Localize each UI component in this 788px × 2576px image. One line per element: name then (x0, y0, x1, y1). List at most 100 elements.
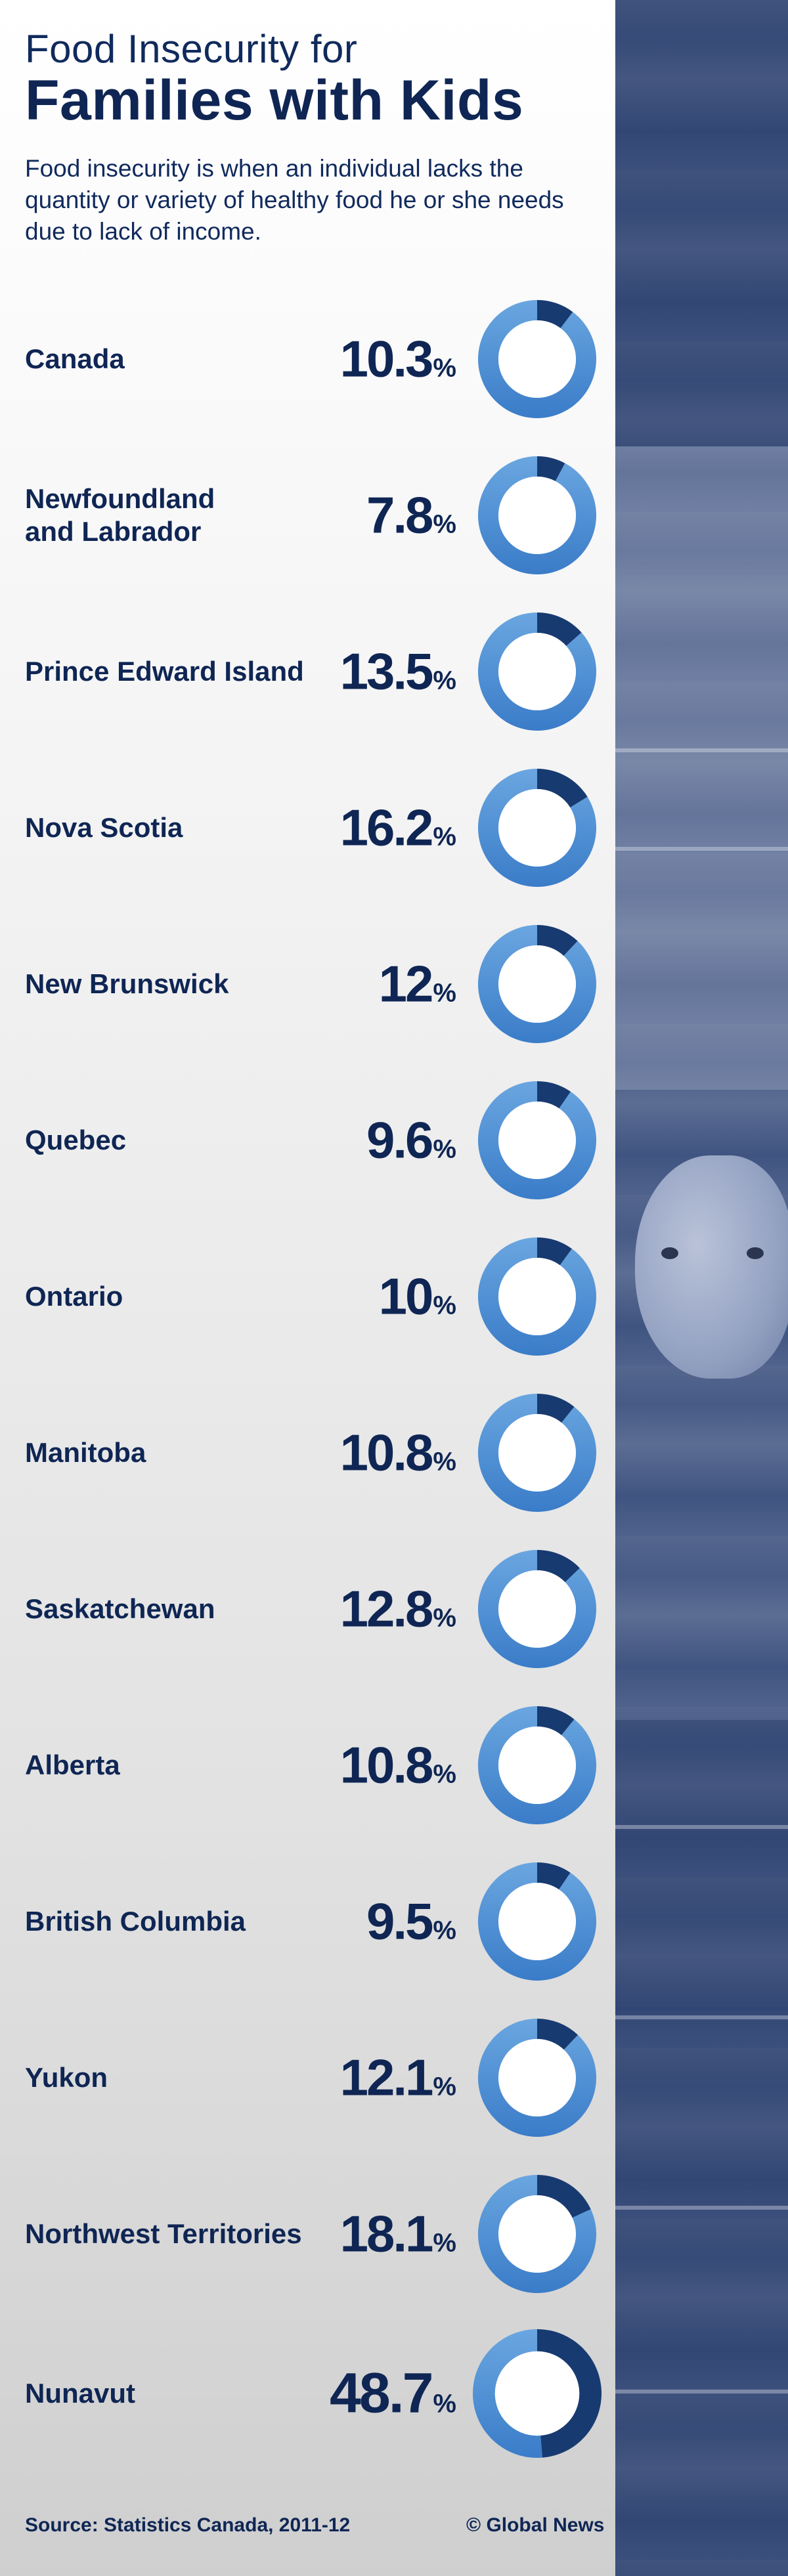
donut-chart (473, 2329, 602, 2458)
donut-hole (498, 945, 576, 1023)
category-label-line: Prince Edward Island (25, 656, 304, 687)
value-number: 12 (378, 955, 434, 1013)
chart-row: Ontario 10% (0, 1234, 615, 1359)
value-number: 9.5 (366, 1892, 433, 1950)
value-label: 13.5% (340, 642, 456, 702)
category-label-line: New Brunswick (25, 968, 229, 999)
value-label: 10.3% (340, 330, 456, 389)
value-label: 10% (379, 1267, 456, 1327)
donut-chart (478, 1081, 596, 1199)
donut-hole (498, 1883, 576, 1960)
value-label: 12.1% (340, 2048, 456, 2108)
donut-remainder-arc (478, 1550, 596, 1668)
donut-remainder-arc (478, 300, 596, 418)
chart-row: Nunavut 48.7% (0, 2328, 615, 2459)
category-label-line: Nunavut (25, 2378, 135, 2409)
donut-remainder-arc (473, 2329, 542, 2458)
donut-remainder-arc (478, 769, 596, 887)
donut-value-arc (537, 2175, 591, 2218)
donut-hole (498, 633, 576, 710)
category-label: Newfoundland and Labrador (25, 483, 393, 548)
donut-value-arc (537, 612, 582, 646)
donut-chart (478, 2175, 596, 2293)
baby-eye (661, 1247, 678, 1259)
value-unit: % (433, 666, 456, 695)
donut-hole (498, 789, 576, 867)
donut-chart (478, 300, 596, 418)
category-label: Northwest Territories (25, 2218, 393, 2250)
donut-hole (498, 1570, 576, 1648)
donut-chart (478, 1237, 596, 1356)
category-label-line: Canada (25, 343, 125, 374)
category-label-line: Yukon (25, 2062, 108, 2093)
category-label-line: Newfoundland (25, 483, 215, 514)
credit-note: © Global News (466, 2514, 605, 2536)
chart-row: Nova Scotia 16.2% (0, 765, 615, 890)
donut-hole (498, 1258, 576, 1335)
category-label-line: Saskatchewan (25, 1593, 215, 1624)
donut-chart (478, 612, 596, 731)
category-label-line: Quebec (25, 1125, 127, 1155)
value-number: 18.1 (339, 2204, 434, 2263)
photo-shopping-cart (615, 446, 788, 1090)
category-label: Alberta (25, 1749, 393, 1782)
chart-row: Yukon 12.1% (0, 2015, 615, 2140)
donut-hole (494, 2351, 580, 2436)
value-unit: % (433, 2072, 456, 2101)
donut-value-arc (537, 1862, 571, 1890)
value-unit: % (433, 1291, 456, 1320)
source-note: Source: Statistics Canada, 2011-12 (25, 2514, 351, 2536)
donut-value-arc (537, 1394, 575, 1423)
shelf-edge (615, 1825, 788, 1829)
title-line-1: Food Insecurity for (25, 27, 358, 71)
donut-remainder-arc (478, 925, 596, 1043)
donut-remainder-arc (478, 1237, 596, 1356)
value-label: 10.8% (340, 1423, 456, 1483)
donut-value-arc (537, 1706, 575, 1736)
category-label-line: Northwest Territories (25, 2218, 302, 2249)
photo-grocery-shelves (615, 1720, 788, 2576)
value-unit: % (433, 509, 456, 539)
donut-chart (478, 769, 596, 887)
baby-eye (747, 1247, 764, 1259)
donut-remainder-arc (478, 456, 596, 574)
value-unit: % (433, 978, 456, 1008)
donut-chart (478, 1862, 596, 1981)
value-label: 9.5% (366, 1892, 456, 1952)
chart-row: British Columbia 9.5% (0, 1859, 615, 1984)
category-label: New Brunswick (25, 968, 393, 1000)
value-number: 10 (378, 1267, 434, 1325)
donut-value-arc (537, 925, 578, 956)
donut-remainder-arc (478, 612, 596, 731)
cart-rail (615, 847, 788, 851)
donut-hole (498, 320, 576, 398)
value-unit: % (433, 2228, 456, 2258)
chart-row: Alberta 10.8% (0, 1703, 615, 1828)
background-photo-strip (615, 0, 788, 2576)
title-line-2: Families with Kids (25, 69, 524, 132)
donut-remainder-arc (478, 2019, 596, 2137)
value-number: 48.7 (330, 2361, 433, 2425)
donut-hole (498, 2195, 576, 2273)
value-unit: % (433, 2389, 456, 2418)
category-label: Yukon (25, 2061, 393, 2094)
chart-row: Prince Edward Island 13.5% (0, 609, 615, 734)
category-label-line: Ontario (25, 1281, 123, 1312)
value-unit: % (433, 1447, 456, 1476)
category-label-line: and Labrador (25, 516, 202, 547)
chart-row: Newfoundland and Labrador 7.8% (0, 453, 615, 578)
donut-value-arc (537, 2329, 602, 2458)
donut-value-arc (537, 769, 588, 808)
donut-remainder-arc (478, 1081, 596, 1199)
value-number: 10.8 (339, 1423, 434, 1482)
value-number: 12.1 (339, 2048, 434, 2107)
value-number: 7.8 (366, 486, 433, 544)
donut-remainder-arc (478, 1394, 596, 1512)
value-number: 9.6 (366, 1111, 433, 1169)
donut-value-arc (537, 1550, 580, 1583)
donut-hole (498, 1102, 576, 1179)
donut-value-arc (537, 2019, 579, 2050)
shelf-edge (615, 2390, 788, 2394)
value-number: 10.3 (339, 330, 434, 388)
donut-value-arc (537, 1237, 572, 1266)
